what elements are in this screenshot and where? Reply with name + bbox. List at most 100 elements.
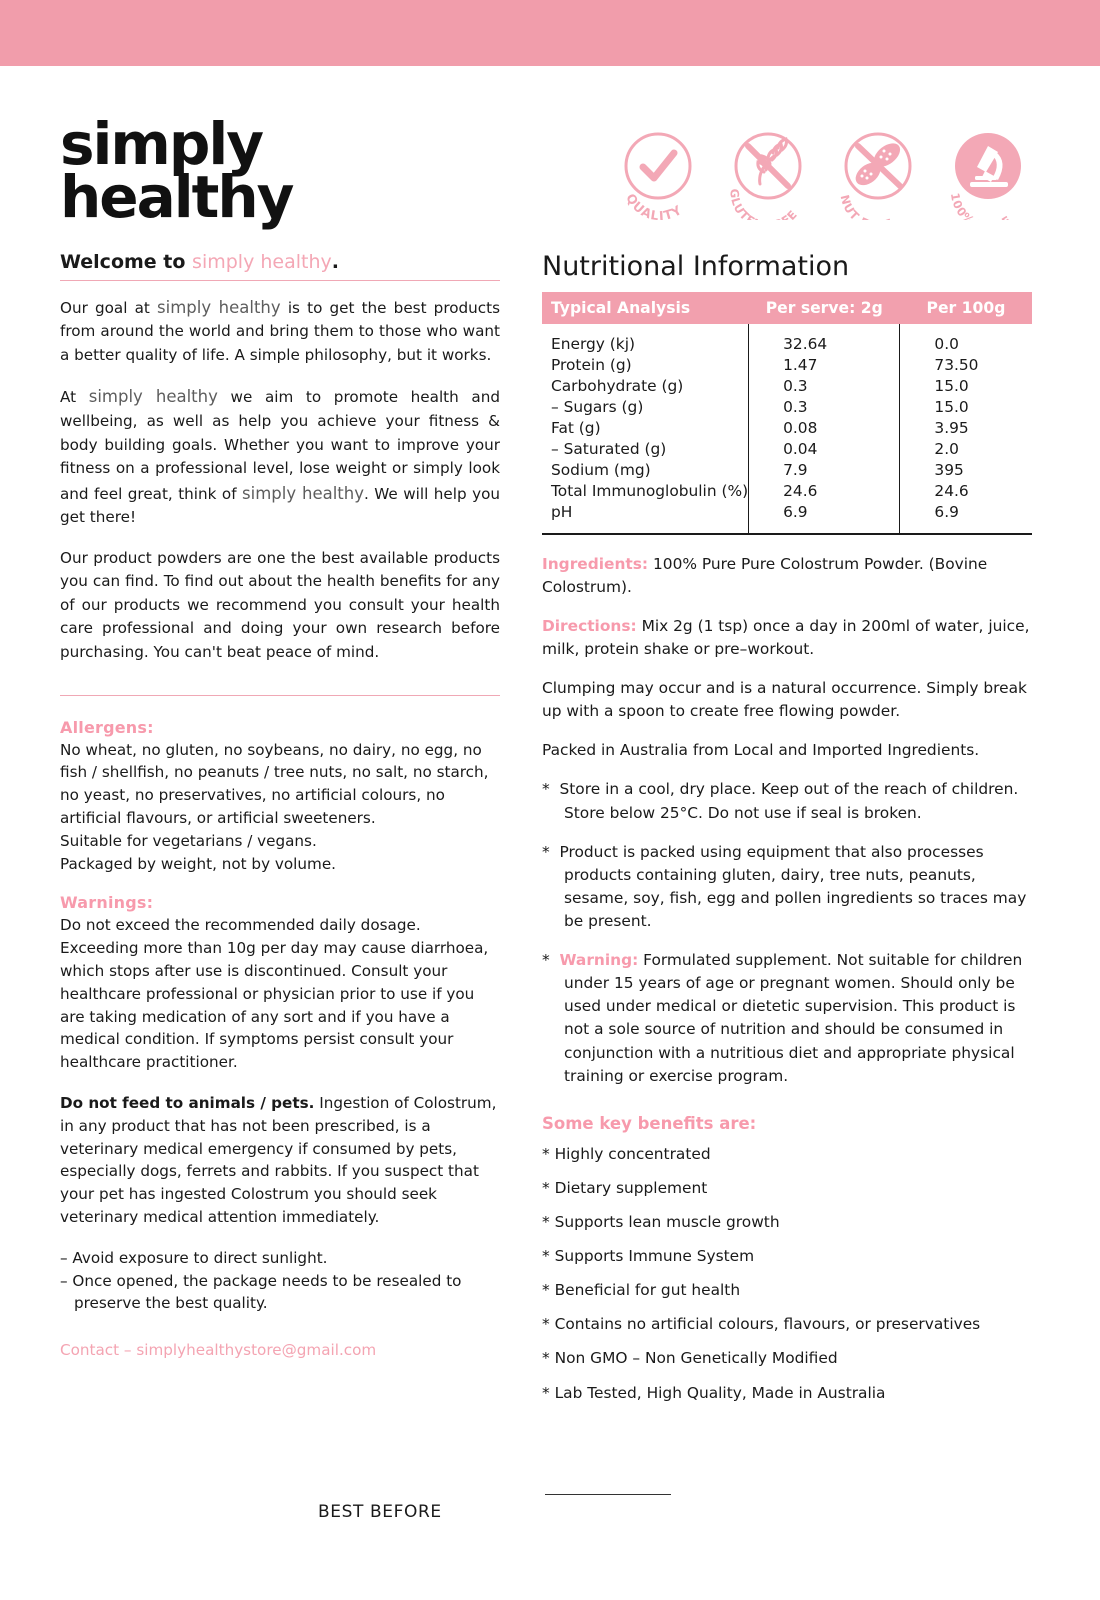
quality-badge-label: QUALITY (623, 191, 684, 220)
row-serve: 0.08 (748, 417, 900, 439)
pets-warning-bold: Do not feed to animals / pets. (60, 1093, 315, 1112)
nut-free-badge: NUT FREE (834, 128, 926, 220)
equipment-star-text: Product is packed using equipment that a… (559, 842, 1027, 931)
table-row: Energy (kj) 32.64 0.0 (542, 323, 1032, 355)
p2-part-c: . We will help you get there! (60, 484, 500, 527)
welcome-brand: simply healthy (192, 250, 332, 273)
clumping-note: Clumping may occur and is a natural occu… (542, 679, 1027, 721)
welcome-heading: Welcome to simply healthy. (60, 251, 500, 281)
dash-item-resealed: – Once opened, the package needs to be r… (60, 1271, 462, 1290)
crossed-wheat-icon: GLUTEN FREE (727, 132, 802, 220)
list-item: * Highly concentrated (542, 1144, 711, 1163)
list-item: * Supports lean muscle growth (542, 1213, 780, 1232)
table-row: – Saturated (g) 0.04 2.0 (542, 438, 1032, 460)
packed-in-australia: Packed in Australia from Local and Impor… (542, 741, 980, 760)
right-column: Nutritional Information Typical Analysis… (542, 251, 1032, 1416)
benefits-heading: Some key benefits are: (542, 1113, 757, 1133)
row-per100: 395 (899, 459, 1032, 481)
list-item: * Dietary supplement (542, 1178, 708, 1197)
row-label: Total Immunoglobulin (%) (551, 481, 749, 500)
crossed-nut-icon: NUT FREE (838, 132, 912, 220)
paragraph-goal: Our goal at simply healthy is to get the… (60, 295, 500, 368)
row-serve: 7.9 (748, 459, 900, 481)
p2-part-a: At (60, 388, 89, 407)
warning-star-item: * Warning: Formulated supplement. Not su… (542, 949, 1032, 1088)
p2-brand-2: simply healthy (242, 483, 364, 503)
table-row: – Sugars (g) 0.3 15.0 (542, 396, 1032, 418)
row-label: Fat (g) (551, 418, 601, 437)
gluten-free-badge-label: GLUTEN FREE (727, 188, 799, 220)
svg-text:QUALITY: QUALITY (623, 191, 685, 220)
row-per100: 6.9 (899, 501, 1032, 533)
row-label: – Sugars (g) (551, 397, 644, 416)
th-per-serve: Per serve: 2g (748, 291, 900, 324)
footer: BEST BEFORE (0, 1480, 1100, 1540)
contact-email[interactable]: Contact – simplyhealthystore@gmail.com (60, 1341, 377, 1360)
table-row: pH 6.9 6.9 (542, 501, 1032, 533)
page-content: simply healthy QUALITY (0, 66, 1100, 1416)
p1-part-a: Our goal at (60, 298, 158, 317)
pets-warning: Do not feed to animals / pets. Ingestion… (60, 1092, 500, 1229)
row-serve: 1.47 (748, 354, 900, 376)
row-serve: 0.3 (748, 396, 900, 418)
two-column-body: Welcome to simply healthy. Our goal at s… (60, 251, 1040, 1416)
table-header-row: Typical Analysis Per serve: 2g Per 100g (542, 291, 1032, 324)
star-marker: * (542, 951, 550, 970)
paragraph-mission: At simply healthy we aim to promote heal… (60, 384, 500, 529)
row-per100: 15.0 (899, 375, 1032, 397)
p1-brand: simply healthy (157, 297, 281, 317)
row-serve: 0.04 (748, 438, 900, 460)
ingredients-body: 100% Pure Pure Colostrum Powder. (Bovine… (542, 554, 988, 596)
warnings-body: Do not exceed the recommended daily dosa… (60, 916, 489, 1072)
paragraph-products: Our product powders are one the best ava… (60, 548, 500, 662)
row-label: pH (551, 502, 573, 521)
row-label: Sodium (mg) (551, 460, 651, 479)
table-row: Carbohydrate (g) 0.3 15.0 (542, 375, 1032, 397)
allergens-vegetarian-line: Suitable for vegetarians / vegans. (60, 831, 317, 850)
row-serve: 24.6 (748, 480, 900, 502)
list-item: * Supports Immune System (542, 1247, 755, 1266)
left-column: Welcome to simply healthy. Our goal at s… (60, 251, 500, 1416)
row-per100: 2.0 (899, 438, 1032, 460)
row-label: – Saturated (g) (551, 439, 667, 458)
ingredients-label: Ingredients: (542, 554, 649, 573)
allergens-body: No wheat, no gluten, no soybeans, no dai… (60, 740, 489, 827)
table-bottom-rule (542, 532, 1032, 535)
row-serve: 32.64 (748, 323, 900, 355)
microscope-icon: 100% PURE (948, 133, 1021, 220)
row-label: Energy (kj) (551, 334, 635, 353)
th-typical-analysis: Typical Analysis (542, 291, 749, 324)
gluten-free-badge: GLUTEN FREE (724, 128, 816, 220)
list-item: * Contains no artificial colours, flavou… (542, 1315, 981, 1334)
nutrition-table-body: Energy (kj) 32.64 0.0 Protein (g) 1.47 73.50… (542, 323, 1032, 533)
benefits-list: * Highly concentrated * Dietary suppleme… (542, 1143, 1032, 1405)
pure-badge: 100% PURE (944, 128, 1036, 220)
warning-label: Warning: (559, 951, 639, 970)
row-per100: 24.6 (899, 480, 1032, 502)
warnings-heading: Warnings: (60, 893, 154, 913)
th-per-100g: Per 100g (899, 291, 1032, 324)
nutrition-title: Nutritional Information (542, 250, 850, 282)
row-label: Protein (g) (551, 355, 632, 374)
dash-item-sunlight: – Avoid exposure to direct sunlight. (60, 1248, 328, 1267)
row-per100: 3.95 (899, 417, 1032, 439)
svg-text:GLUTEN FREE: GLUTEN FREE (727, 188, 800, 220)
list-item: * Beneficial for gut health (542, 1281, 741, 1300)
table-row: Fat (g) 0.08 3.95 (542, 417, 1032, 439)
p2-brand-1: simply healthy (88, 387, 218, 407)
brand-logo: simply healthy (60, 115, 294, 226)
welcome-suffix: . (331, 250, 339, 273)
warning-star-text: Formulated supplement. Not suitable for … (564, 951, 1023, 1085)
pets-warning-body: Ingestion of Colostrum, in any product t… (60, 1093, 497, 1226)
directions-label: Directions: (542, 616, 637, 635)
storage-star-text: Store in a cool, dry place. Keep out of … (559, 780, 1019, 822)
brand-line-2: healthy (60, 163, 294, 232)
row-label: Carbohydrate (g) (551, 376, 684, 395)
nutrition-table: Typical Analysis Per serve: 2g Per 100g … (542, 291, 1032, 533)
directions-body: Mix 2g (1 tsp) once a day in 200ml of wa… (542, 616, 1030, 659)
brand-line-1: simply (60, 110, 264, 178)
row-per100: 73.50 (899, 354, 1032, 376)
quality-badge: QUALITY (614, 128, 706, 220)
star-marker: * (542, 780, 550, 799)
ingredients-line: Ingredients: 100% Pure Pure Colostrum Po… (542, 553, 1032, 599)
